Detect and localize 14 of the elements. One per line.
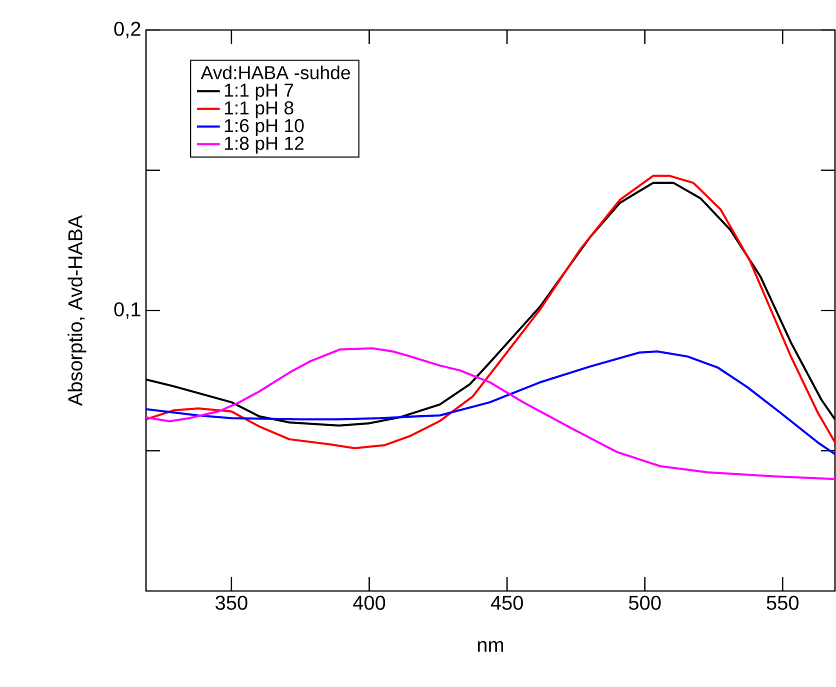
x-tick-label: 550 bbox=[766, 596, 799, 610]
legend-label: 1:1 pH 7 bbox=[224, 84, 294, 100]
y-tick-label: 0,1 bbox=[114, 302, 140, 319]
x-tick-label: 400 bbox=[353, 596, 386, 610]
x-tick-label: 500 bbox=[628, 596, 661, 610]
y-axis-title: Absorptio, Avd-HABA bbox=[68, 215, 86, 406]
legend-title: Avd:HABA -suhde bbox=[200, 66, 350, 80]
legend-label: 1:8 pH 12 bbox=[224, 136, 304, 154]
y-tick-label: 0,2 bbox=[114, 22, 140, 38]
x-tick-label: 450 bbox=[490, 596, 523, 610]
legend-label: 1:1 pH 8 bbox=[224, 101, 294, 118]
legend-label: 1:6 pH 10 bbox=[224, 118, 304, 136]
x-axis-title: nm bbox=[478, 641, 504, 652]
x-tick-label: 350 bbox=[216, 596, 248, 610]
